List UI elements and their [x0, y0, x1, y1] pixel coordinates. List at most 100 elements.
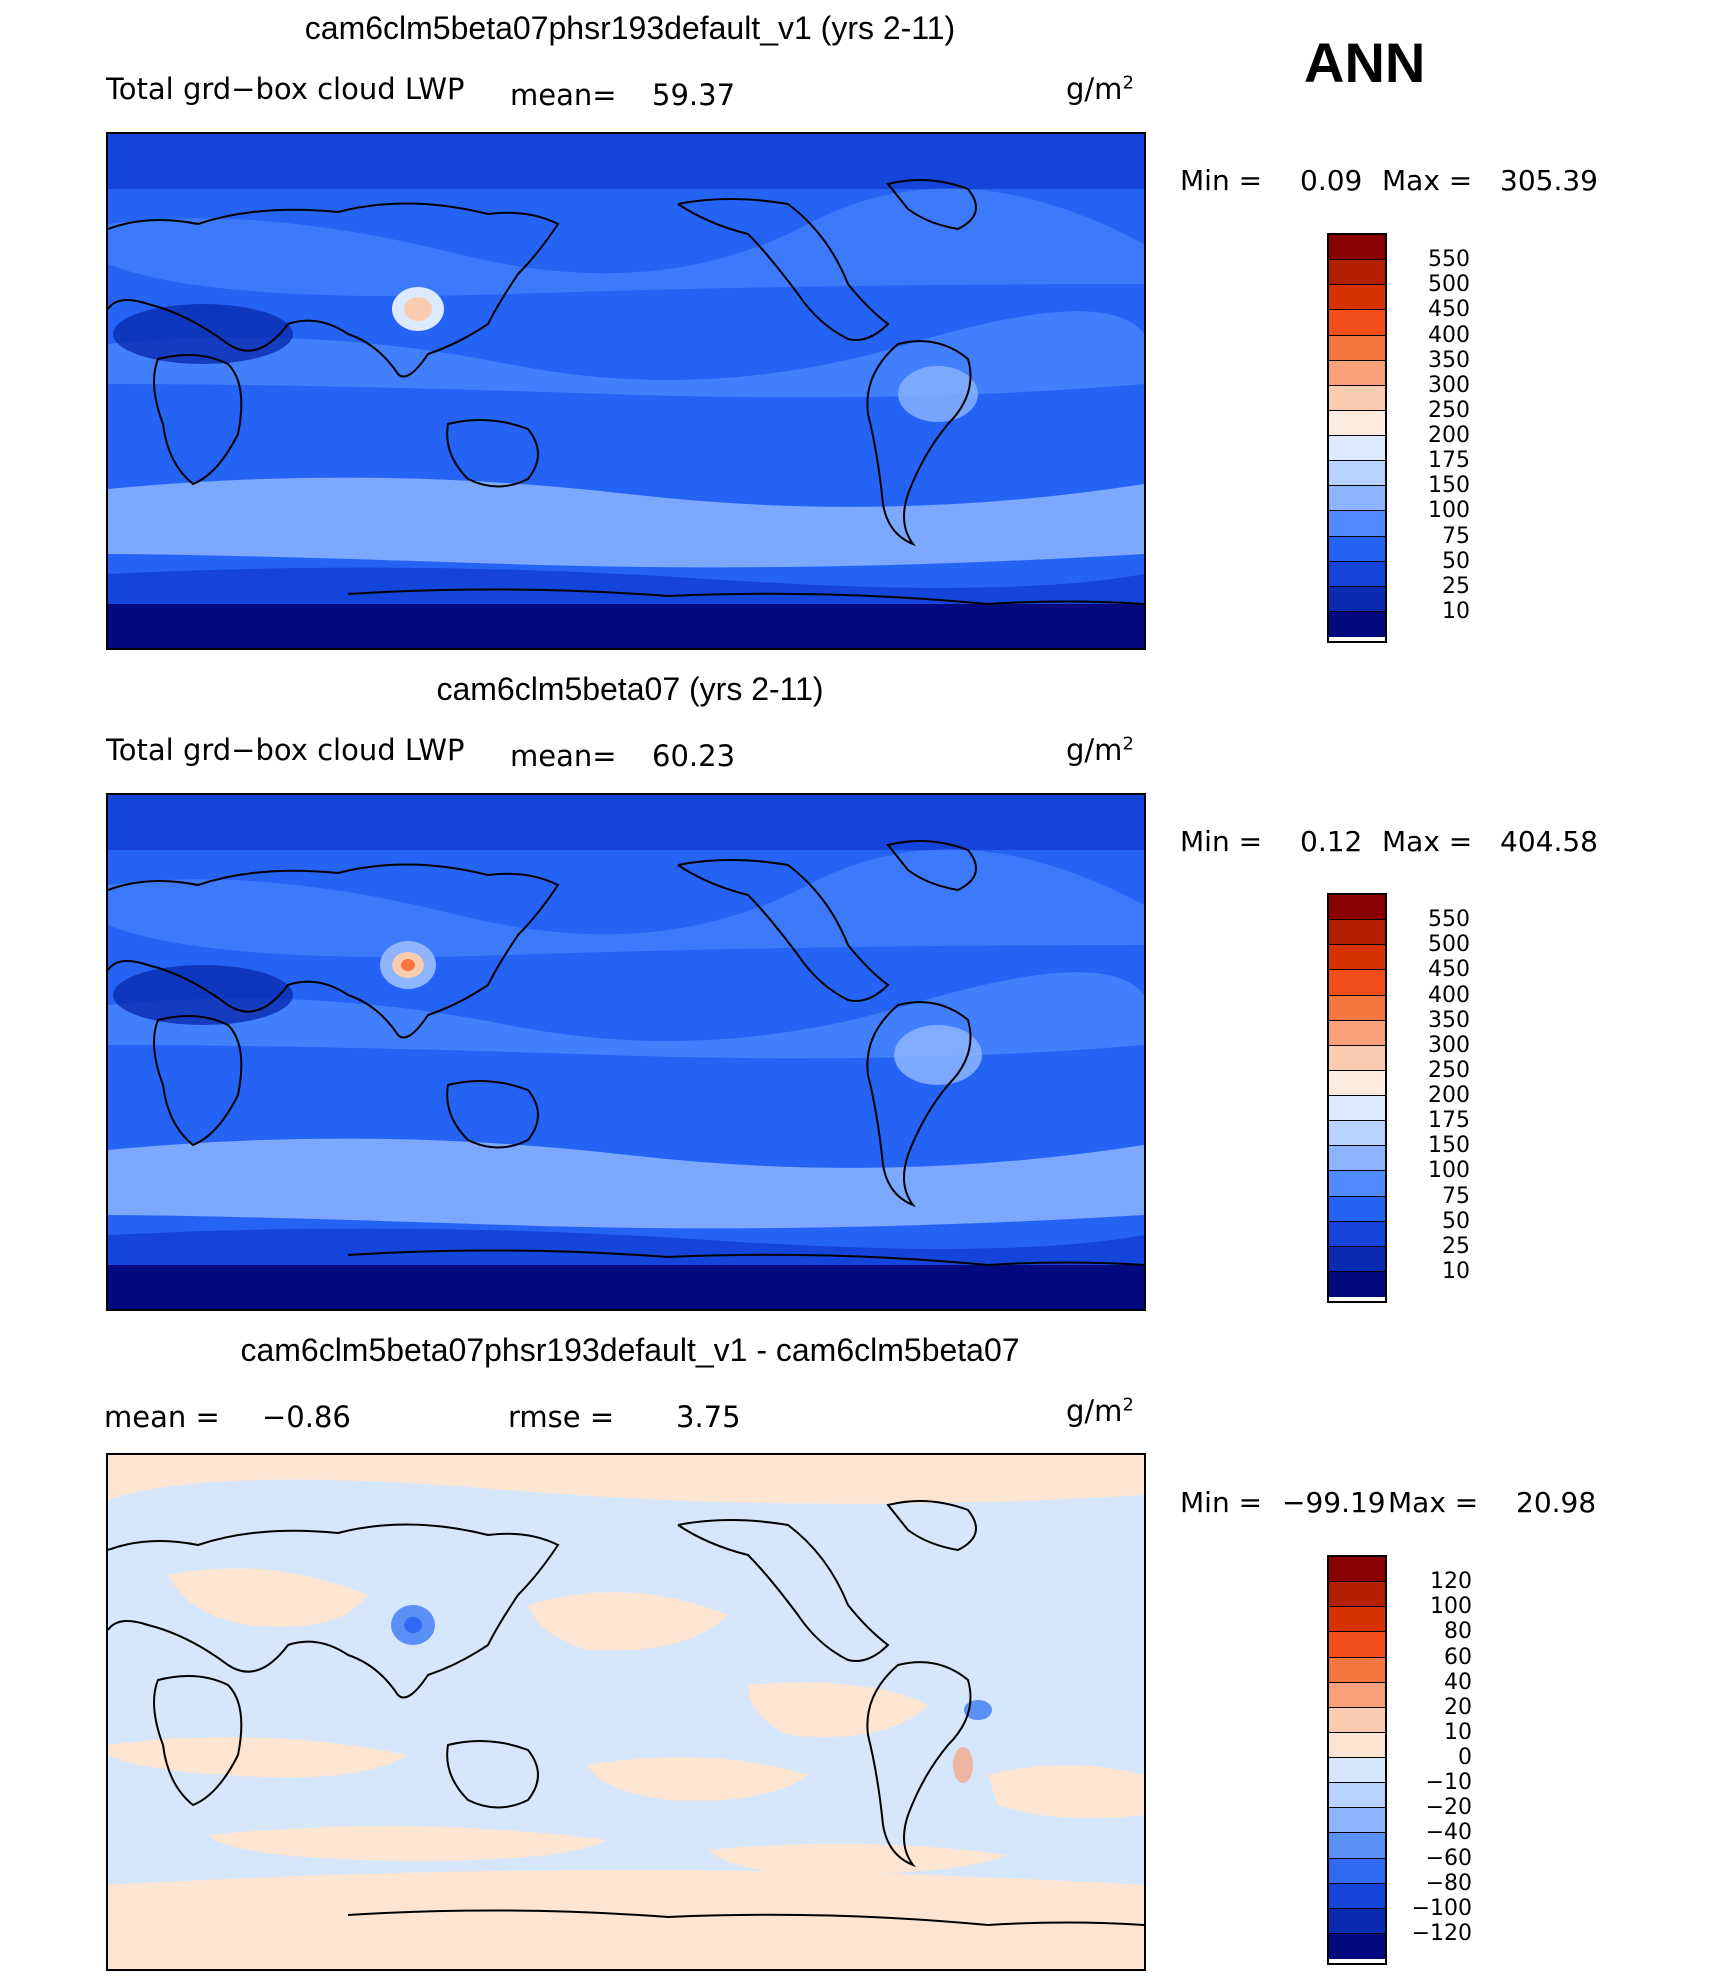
panel1-min-label: Min =	[1180, 164, 1263, 197]
colorbar-tick-label: 450	[1428, 957, 1470, 983]
season-label: ANN	[1304, 31, 1426, 94]
colorbar-swatch	[1329, 436, 1385, 462]
panel2-colorbar	[1327, 893, 1387, 1303]
panel3-rmse-value: 3.75	[676, 1400, 741, 1434]
colorbar-swatch	[1329, 1883, 1385, 1909]
colorbar-tick-label: 250	[1428, 1057, 1470, 1083]
colorbar-tick-label: −120	[1411, 1920, 1472, 1946]
panel3-max-label: Max =	[1388, 1486, 1479, 1519]
panel2-units: g/m2	[1066, 733, 1134, 767]
colorbar-swatch	[1329, 335, 1385, 361]
colorbar-swatch	[1329, 1070, 1385, 1096]
colorbar-swatch	[1329, 1246, 1385, 1272]
colorbar-swatch	[1329, 1908, 1385, 1934]
colorbar-tick-label: 400	[1428, 982, 1470, 1008]
panel1-coastlines	[108, 179, 1144, 606]
colorbar-swatch	[1329, 895, 1385, 921]
colorbar-tick-label: 50	[1442, 1208, 1470, 1234]
panel3-max-value: 20.98	[1516, 1486, 1597, 1519]
colorbar-swatch	[1329, 385, 1385, 411]
colorbar-swatch	[1329, 511, 1385, 537]
colorbar-tick-label: 250	[1428, 397, 1470, 423]
colorbar-tick-label: 10	[1442, 1258, 1470, 1284]
colorbar-tick-label: −60	[1425, 1845, 1472, 1871]
colorbar-tick-label: 75	[1442, 1183, 1470, 1209]
colorbar-swatch	[1329, 1096, 1385, 1122]
panel3-mean-value: −0.86	[262, 1400, 351, 1434]
colorbar-swatch	[1329, 1121, 1385, 1147]
colorbar-swatch	[1329, 461, 1385, 487]
colorbar-tick-label: 350	[1428, 1007, 1470, 1033]
panel3-min-label: Min =	[1180, 1486, 1263, 1519]
panel1-max-label: Max =	[1382, 164, 1473, 197]
panel3-rmse-label: rmse =	[508, 1400, 615, 1434]
colorbar-tick-label: 25	[1442, 1233, 1470, 1259]
panel2-min-value: 0.12	[1300, 825, 1363, 858]
panel2-colorbar-ticks: 550 500 450 400 350 300 250 200 175 150 100 75 50 25 1…	[1390, 893, 1470, 1303]
colorbar-swatch	[1329, 1582, 1385, 1608]
colorbar-swatch	[1329, 1045, 1385, 1071]
colorbar-swatch	[1329, 486, 1385, 512]
panel3-colorbar-ticks: 120 100 80 60 40 20 10 0 −10 −20 −40 −60 −80 −100 −120	[1392, 1555, 1472, 1965]
panel1-mean-value: 59.37	[652, 78, 736, 112]
colorbar-tick-label: 20	[1444, 1694, 1472, 1720]
panel1-max-value: 305.39	[1500, 164, 1598, 197]
colorbar-tick-label: 200	[1428, 1083, 1470, 1108]
colorbar-swatch	[1329, 235, 1385, 261]
colorbar-tick-label: 100	[1428, 498, 1470, 524]
colorbar-tick-label: 10	[1444, 1719, 1472, 1745]
colorbar-tick-label: 300	[1428, 1032, 1470, 1058]
colorbar-tick-label: 100	[1428, 1158, 1470, 1184]
colorbar-swatch	[1329, 1707, 1385, 1733]
colorbar-swatch	[1329, 1783, 1385, 1809]
panel2-mean-value: 60.23	[652, 739, 736, 773]
colorbar-tick-label: 300	[1428, 372, 1470, 398]
colorbar-tick-label: 350	[1428, 347, 1470, 373]
colorbar-swatch	[1329, 1171, 1385, 1197]
panel2-min-label: Min =	[1180, 825, 1263, 858]
colorbar-tick-label: 500	[1428, 272, 1470, 298]
colorbar-swatch	[1329, 1146, 1385, 1172]
colorbar-tick-label: 150	[1428, 473, 1470, 499]
panel1-variable-label: Total grd−box cloud LWP	[106, 72, 465, 106]
colorbar-tick-label: 200	[1428, 423, 1470, 448]
colorbar-tick-label: −100	[1411, 1895, 1472, 1921]
panel3-min-value: −99.19	[1282, 1486, 1386, 1519]
colorbar-swatch	[1329, 1020, 1385, 1046]
colorbar-tick-label: 60	[1444, 1644, 1472, 1670]
colorbar-swatch	[1329, 1858, 1385, 1884]
colorbar-tick-label: 400	[1428, 322, 1470, 348]
colorbar-swatch	[1329, 1632, 1385, 1658]
colorbar-swatch	[1329, 285, 1385, 311]
colorbar-swatch	[1329, 1758, 1385, 1784]
panel1-min-value: 0.09	[1300, 164, 1363, 197]
colorbar-swatch	[1329, 1657, 1385, 1683]
panel2-map	[106, 793, 1146, 1311]
colorbar-swatch	[1329, 945, 1385, 971]
panel2-max-label: Max =	[1382, 825, 1473, 858]
colorbar-swatch	[1329, 995, 1385, 1021]
colorbar-tick-label: 25	[1442, 573, 1470, 599]
colorbar-tick-label: −10	[1425, 1770, 1472, 1796]
colorbar-swatch	[1329, 1833, 1385, 1859]
colorbar-swatch	[1329, 1933, 1385, 1959]
panel1-units: g/m2	[1066, 72, 1134, 106]
colorbar-swatch	[1329, 1682, 1385, 1708]
colorbar-swatch	[1329, 260, 1385, 286]
panel1-map-svg	[108, 134, 1144, 648]
colorbar-tick-label: 175	[1428, 448, 1470, 474]
panel1-title: cam6clm5beta07phsr193default_v1 (yrs 2-1…	[304, 10, 956, 46]
colorbar-swatch	[1329, 970, 1385, 996]
panel3-mean-label: mean =	[104, 1400, 220, 1434]
panel2-mean-label: mean=	[510, 739, 617, 773]
panel3-title: cam6clm5beta07phsr193default_v1 - cam6cl…	[240, 1332, 1020, 1368]
colorbar-tick-label: 120	[1430, 1569, 1472, 1595]
colorbar-tick-label: 450	[1428, 297, 1470, 323]
colorbar-swatch	[1329, 611, 1385, 637]
panel3-coastlines	[108, 1500, 1144, 1927]
panel2-max-value: 404.58	[1500, 825, 1598, 858]
colorbar-swatch	[1329, 1732, 1385, 1758]
colorbar-swatch	[1329, 1196, 1385, 1222]
colorbar-swatch	[1329, 1808, 1385, 1834]
colorbar-swatch	[1329, 1607, 1385, 1633]
